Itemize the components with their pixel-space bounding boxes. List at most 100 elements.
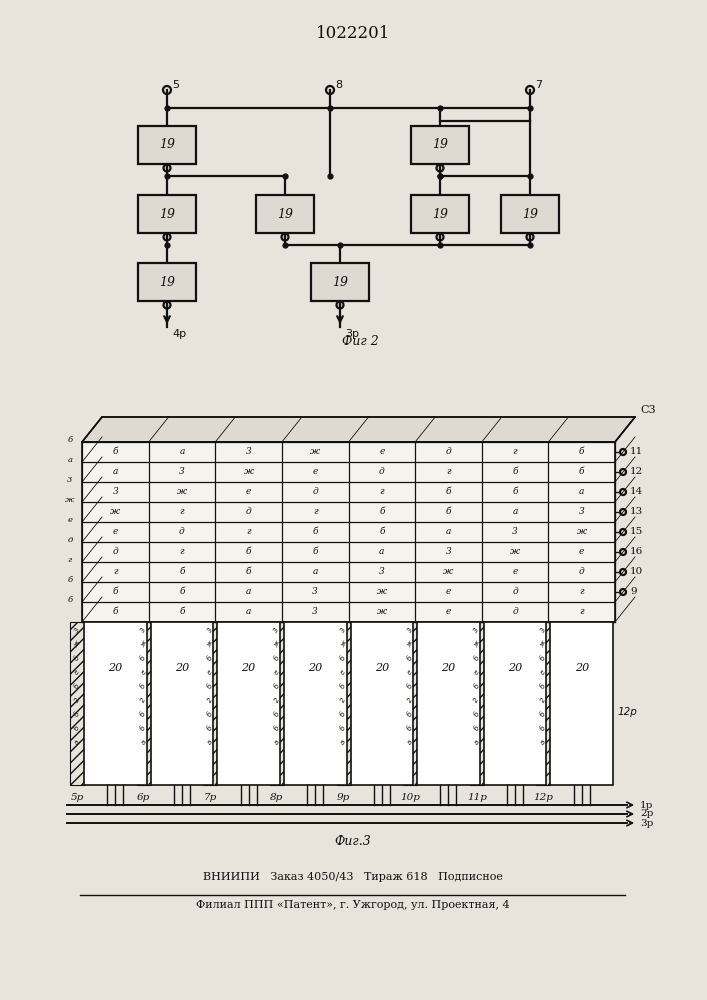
Text: б: б (473, 683, 481, 689)
Text: а: а (513, 508, 518, 516)
Text: 12: 12 (630, 468, 643, 477)
Text: 19: 19 (432, 208, 448, 221)
Text: б: б (206, 683, 214, 689)
Text: 3: 3 (67, 476, 73, 484)
Text: б: б (312, 548, 318, 556)
Text: 11: 11 (630, 448, 643, 456)
Text: 20: 20 (175, 663, 189, 673)
Text: б: б (379, 528, 385, 536)
Text: г: г (446, 468, 450, 477)
Text: г: г (313, 508, 317, 516)
Text: б: б (445, 488, 451, 496)
Text: б: б (473, 711, 481, 717)
Text: 3: 3 (74, 627, 81, 633)
Text: б: б (407, 711, 414, 717)
Text: б: б (206, 725, 214, 731)
Text: б: б (273, 655, 281, 661)
Text: е: е (445, 607, 451, 616)
Bar (217, 622, 280, 785)
Text: б: б (179, 607, 185, 616)
Text: 3: 3 (579, 508, 585, 516)
Text: 3: 3 (473, 627, 481, 633)
Text: б: б (246, 548, 251, 556)
Text: д: д (246, 508, 252, 516)
Text: а: а (112, 468, 118, 477)
Text: б: б (112, 587, 118, 596)
Bar (403, 622, 417, 785)
Text: 20: 20 (441, 663, 455, 673)
Text: 20: 20 (241, 663, 256, 673)
Text: а: а (246, 607, 251, 616)
Text: г: г (513, 448, 518, 456)
Text: ж: ж (206, 640, 214, 648)
Text: 19: 19 (159, 138, 175, 151)
Bar (270, 622, 284, 785)
Text: 2р: 2р (640, 810, 653, 818)
Text: 10р: 10р (400, 793, 420, 802)
Bar (138, 126, 196, 164)
Bar (484, 622, 547, 785)
Text: б: б (67, 576, 73, 584)
Text: 11р: 11р (467, 793, 486, 802)
Text: б: б (513, 468, 518, 477)
Text: е: е (140, 669, 147, 675)
Text: 20: 20 (308, 663, 322, 673)
Text: ВНИИПИ   Заказ 4050/43   Тираж 618   Подписное: ВНИИПИ Заказ 4050/43 Тираж 618 Подписное (203, 872, 503, 882)
Text: 3: 3 (539, 627, 547, 633)
Text: Фиг 2: Фиг 2 (341, 335, 378, 348)
Text: б: б (74, 711, 81, 717)
Text: е: е (407, 669, 414, 675)
Text: 8: 8 (335, 80, 342, 90)
Text: 9: 9 (630, 587, 636, 596)
Text: 10: 10 (630, 568, 643, 576)
Text: б: б (112, 607, 118, 616)
Text: б: б (407, 725, 414, 731)
Bar (82, 442, 615, 622)
Text: б: б (179, 587, 185, 596)
Text: 3: 3 (379, 568, 385, 576)
Text: а: а (539, 739, 547, 745)
Text: 13: 13 (630, 508, 643, 516)
Text: е: е (539, 669, 547, 675)
Text: ж: ж (377, 607, 387, 616)
Text: ж: ж (73, 640, 81, 648)
Text: б: б (340, 711, 347, 717)
Text: ж: ж (139, 640, 148, 648)
Text: е: е (379, 448, 385, 456)
Text: б: б (140, 655, 147, 661)
Text: 3: 3 (206, 627, 214, 633)
Text: 16: 16 (630, 548, 643, 556)
Text: 20: 20 (108, 663, 122, 673)
Text: 3р: 3р (345, 329, 359, 339)
Text: а: а (312, 568, 318, 576)
Text: ж: ж (510, 548, 520, 556)
Text: 7: 7 (535, 80, 542, 90)
Text: б: б (206, 711, 214, 717)
Bar (337, 622, 351, 785)
Text: е: е (273, 669, 281, 675)
Text: г: г (68, 556, 72, 564)
Text: д: д (579, 568, 585, 576)
Text: 19: 19 (432, 138, 448, 151)
Text: б: б (74, 683, 81, 689)
Text: б: б (206, 655, 214, 661)
Text: е: е (445, 587, 451, 596)
Text: 2: 2 (74, 697, 81, 703)
Text: ж: ж (243, 468, 254, 477)
Text: г: г (580, 587, 584, 596)
Text: 2: 2 (473, 697, 481, 703)
Bar (284, 622, 346, 785)
Text: б: б (579, 448, 585, 456)
Text: б: б (379, 508, 385, 516)
Text: б: б (407, 655, 414, 661)
Text: г: г (180, 508, 185, 516)
Text: б: б (273, 683, 281, 689)
Text: а: а (180, 448, 185, 456)
Bar (84, 622, 146, 785)
Bar (138, 263, 196, 301)
Text: д: д (512, 587, 518, 596)
Text: б: б (473, 725, 481, 731)
Text: б: б (539, 683, 547, 689)
Text: 19: 19 (332, 275, 348, 288)
Text: 1р: 1р (640, 800, 653, 810)
